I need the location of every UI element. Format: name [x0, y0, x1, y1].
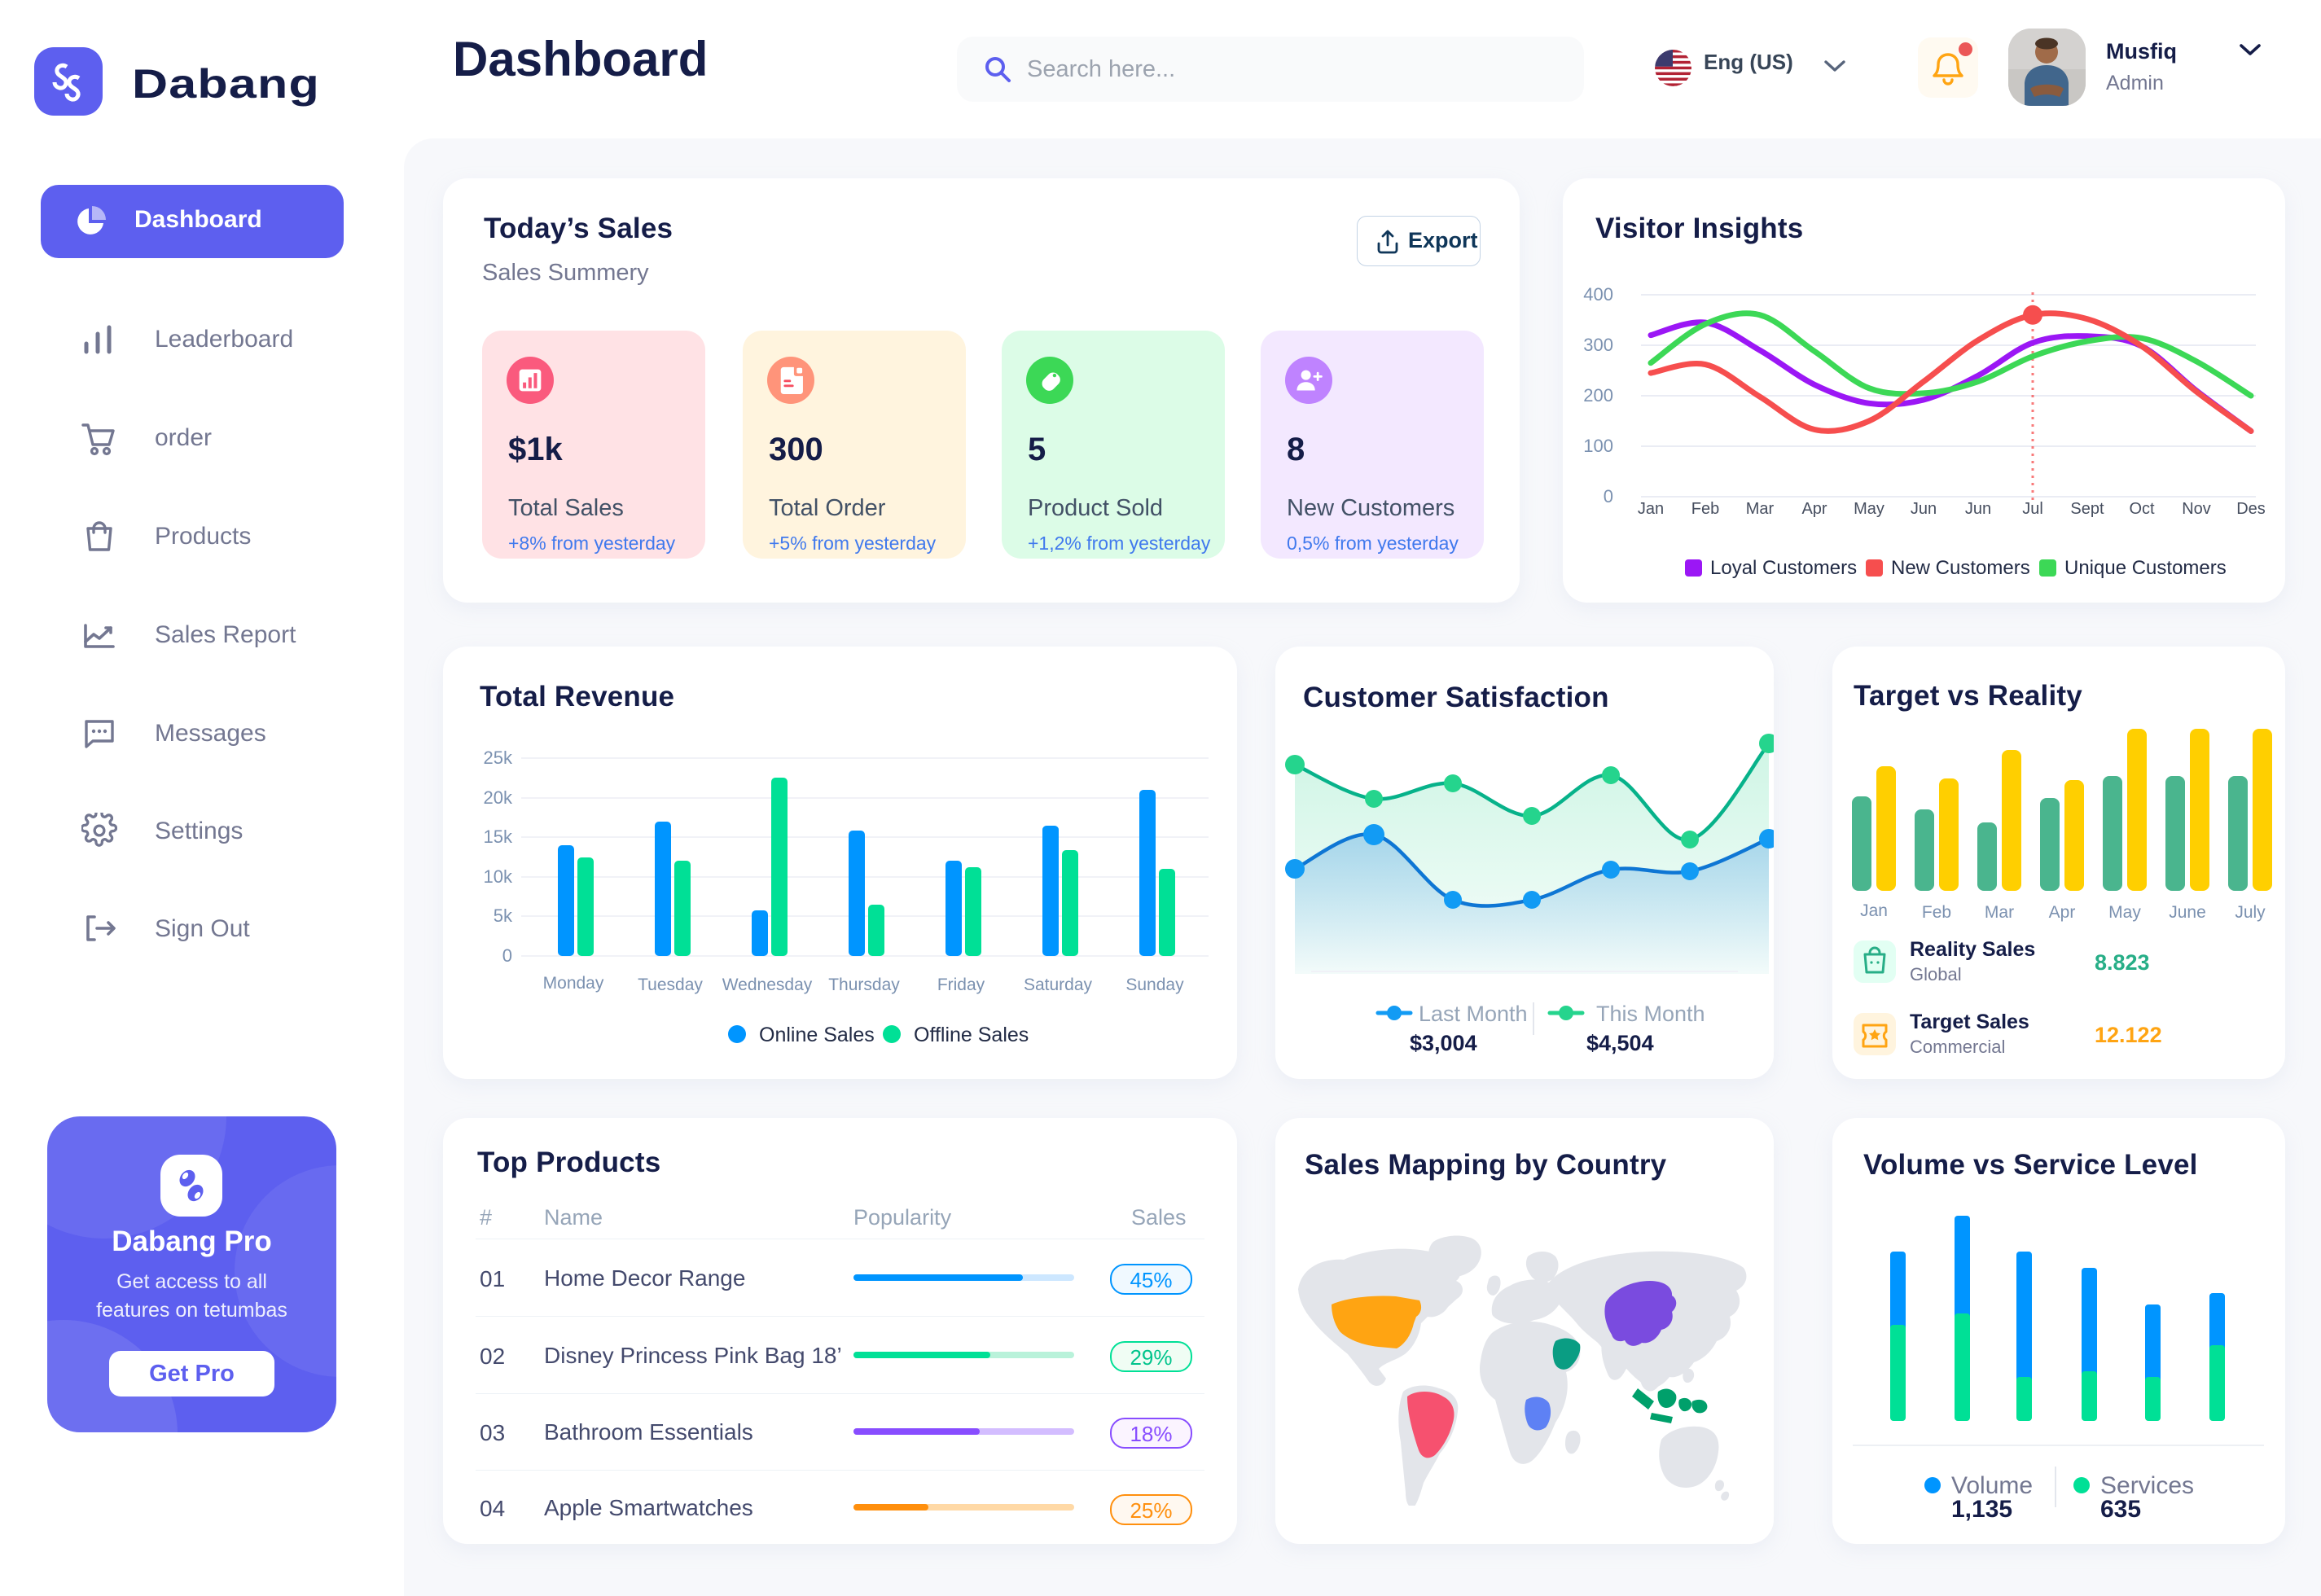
svg-text:Jan: Jan — [1638, 500, 1664, 518]
svg-text:400: 400 — [1583, 284, 1613, 305]
svg-text:Wednesday: Wednesday — [722, 976, 813, 994]
svg-text:100: 100 — [1583, 436, 1613, 456]
svg-text:8.823: 8.823 — [2095, 950, 2150, 975]
svg-text:Global: Global — [1910, 964, 1962, 984]
svg-text:Mar: Mar — [1746, 500, 1775, 518]
svg-text:Target Sales: Target Sales — [1910, 1011, 2029, 1033]
svg-text:Des: Des — [2236, 500, 2266, 518]
svg-text:$3,004: $3,004 — [1410, 1031, 1477, 1055]
svg-text:Apr: Apr — [1801, 500, 1827, 518]
svg-text:This Month: This Month — [1596, 1002, 1705, 1026]
svg-text:June: June — [2169, 903, 2206, 922]
svg-text:25k: 25k — [484, 748, 513, 768]
svg-text:20k: 20k — [484, 787, 513, 808]
svg-text:Commercial: Commercial — [1910, 1037, 2005, 1057]
svg-text:Apr: Apr — [2049, 903, 2076, 922]
svg-text:0: 0 — [502, 945, 512, 966]
svg-text:Unique Customers: Unique Customers — [2064, 557, 2227, 579]
svg-text:Sept: Sept — [2070, 500, 2104, 518]
svg-text:Online Sales: Online Sales — [759, 1024, 875, 1046]
svg-text:12.122: 12.122 — [2095, 1023, 2162, 1047]
svg-text:Tuesday: Tuesday — [638, 976, 703, 994]
svg-text:Jun: Jun — [1965, 500, 1991, 518]
svg-text:Reality Sales: Reality Sales — [1910, 938, 2035, 961]
svg-text:0: 0 — [1604, 486, 1613, 506]
svg-text:Nov: Nov — [2182, 500, 2211, 518]
svg-text:May: May — [1854, 500, 1884, 518]
svg-text:Thursday: Thursday — [828, 976, 900, 994]
svg-text:10k: 10k — [484, 866, 513, 887]
svg-text:1,135: 1,135 — [1951, 1496, 2012, 1523]
svg-text:5k: 5k — [494, 905, 513, 926]
svg-text:15k: 15k — [484, 826, 513, 847]
svg-text:Last Month: Last Month — [1419, 1002, 1528, 1026]
svg-text:Offline Sales: Offline Sales — [914, 1024, 1029, 1046]
svg-text:Jun: Jun — [1911, 500, 1937, 518]
svg-text:Monday: Monday — [543, 974, 604, 993]
svg-text:Jan: Jan — [1860, 901, 1888, 920]
svg-text:200: 200 — [1583, 385, 1613, 406]
svg-text:Volume: Volume — [1951, 1472, 2033, 1499]
svg-text:Services: Services — [2100, 1472, 2194, 1499]
svg-text:300: 300 — [1583, 335, 1613, 355]
svg-text:Mar: Mar — [1985, 903, 2014, 922]
svg-text:Feb: Feb — [1691, 500, 1719, 518]
svg-text:May: May — [2108, 903, 2141, 922]
svg-text:Friday: Friday — [937, 976, 985, 994]
svg-text:Saturday: Saturday — [1024, 976, 1093, 994]
svg-text:July: July — [2235, 903, 2266, 922]
svg-text:Sunday: Sunday — [1125, 976, 1184, 994]
svg-text:Jul: Jul — [2022, 500, 2043, 518]
svg-text:New Customers: New Customers — [1891, 557, 2030, 579]
svg-text:Feb: Feb — [1922, 903, 1951, 922]
svg-text:635: 635 — [2100, 1496, 2141, 1523]
svg-text:$4,504: $4,504 — [1586, 1031, 1654, 1055]
svg-text:Oct: Oct — [2129, 500, 2155, 518]
svg-text:Loyal Customers: Loyal Customers — [1710, 557, 1857, 579]
